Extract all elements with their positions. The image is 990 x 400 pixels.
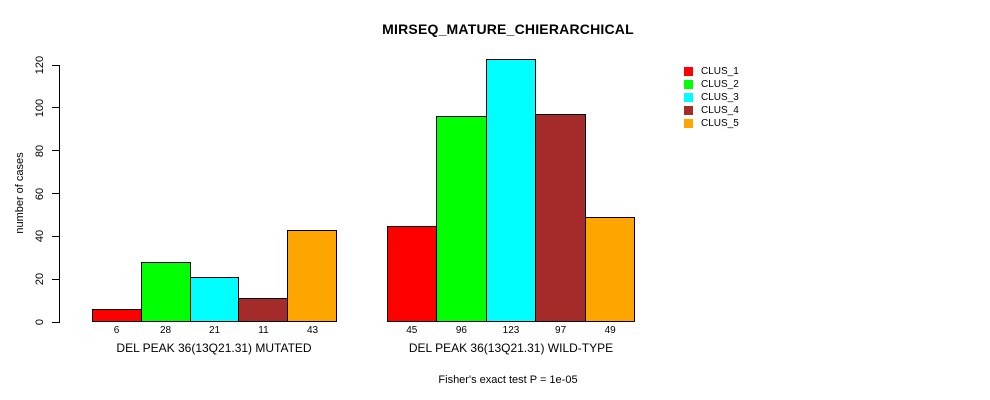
- bar-clus_1: [387, 225, 438, 322]
- bar-value-label: 11: [258, 325, 269, 336]
- legend-swatch: [684, 93, 693, 102]
- bar-clus_5: [287, 229, 337, 322]
- bar-group-wildtype: [387, 57, 636, 322]
- y-tick-mark: [52, 150, 59, 152]
- bar-clus_4: [535, 114, 586, 322]
- y-tick-label: 20: [34, 273, 46, 286]
- legend-swatch: [684, 80, 693, 89]
- bar-value-label: 45: [406, 325, 418, 336]
- bar-clus_3: [189, 277, 240, 322]
- legend-item: CLUS_1: [684, 65, 739, 78]
- category-label-mutated: DEL PEAK 36(13Q21.31) MUTATED: [116, 341, 312, 355]
- bar-value-label: 28: [159, 325, 172, 336]
- y-tick-mark: [52, 321, 59, 323]
- legend-item: CLUS_3: [684, 91, 739, 104]
- bar-clus_3: [485, 58, 537, 322]
- legend-swatch: [684, 106, 693, 115]
- bar-value-label: 21: [208, 325, 221, 336]
- y-tick-label: 100: [34, 98, 46, 118]
- bar-value-label: 97: [555, 325, 567, 336]
- y-tick-label: 0: [34, 318, 46, 326]
- y-axis-line: [59, 65, 60, 323]
- bar-clus_1: [92, 309, 142, 322]
- bar-value-labels-mutated: 6 28 21 11 43: [92, 325, 337, 336]
- y-tick-label: 40: [34, 230, 46, 243]
- bar-value-label: 43: [306, 325, 319, 336]
- y-tick-label: 120: [34, 55, 46, 75]
- legend-label: CLUS_4: [701, 105, 739, 116]
- legend-label: CLUS_2: [701, 79, 739, 90]
- legend-item: CLUS_2: [684, 78, 739, 91]
- legend-label: CLUS_5: [701, 118, 739, 129]
- y-tick-label: 60: [34, 187, 46, 200]
- bar-clus_5: [584, 217, 636, 322]
- bar-value-label: 6: [113, 325, 120, 336]
- y-axis-title: number of cases: [14, 152, 26, 234]
- chart-title: MIRSEQ_MATURE_CHIERARCHICAL: [382, 21, 634, 37]
- y-tick-mark: [52, 64, 59, 66]
- legend-item: CLUS_5: [684, 117, 739, 130]
- legend-label: CLUS_1: [701, 66, 739, 77]
- footer-note: Fisher's exact test P = 1e-05: [438, 374, 578, 386]
- y-tick-label: 80: [34, 144, 46, 157]
- bar-value-label: 49: [604, 325, 616, 336]
- bar-value-labels-wildtype: 45 96 123 97 49: [387, 325, 635, 336]
- bar-group-mutated: [92, 57, 337, 322]
- bar-value-label: 123: [502, 325, 520, 336]
- category-label-wildtype: DEL PEAK 36(13Q21.31) WILD-TYPE: [408, 341, 614, 355]
- y-tick-mark: [52, 235, 59, 237]
- bar-value-label: 96: [455, 325, 467, 336]
- y-tick-mark: [52, 193, 59, 194]
- legend-swatch: [684, 67, 693, 76]
- y-tick-mark: [52, 107, 59, 109]
- bar-clus_4: [238, 298, 289, 322]
- bar-clus_2: [436, 116, 487, 322]
- bar-clus_2: [140, 262, 191, 322]
- y-tick-mark: [52, 278, 59, 280]
- legend-label: CLUS_3: [701, 92, 739, 103]
- legend-item: CLUS_4: [684, 104, 739, 117]
- legend: CLUS_1 CLUS_2 CLUS_3 CLUS_4 CLUS_5: [684, 65, 739, 130]
- legend-swatch: [684, 119, 693, 128]
